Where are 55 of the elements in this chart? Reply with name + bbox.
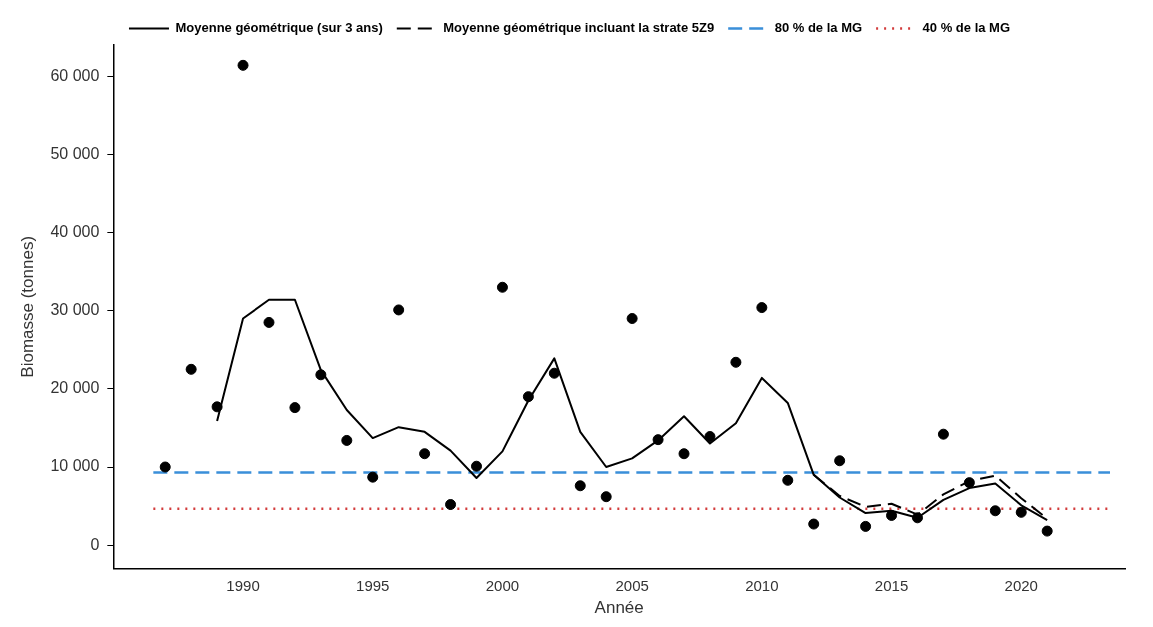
point <box>211 401 223 413</box>
point <box>652 434 664 446</box>
point <box>263 316 275 328</box>
point <box>989 505 1001 517</box>
legend-label: Moyenne géométrique (sur 3 ans) <box>175 20 383 36</box>
point <box>808 518 820 530</box>
legend-label: Moyenne géométrique incluant la strate 5Z9 <box>443 20 715 36</box>
x-tick-label: 1990 <box>226 576 260 594</box>
point <box>315 369 327 381</box>
y-tick-label: 60 000 <box>50 66 100 84</box>
point <box>678 448 690 460</box>
y-tick-label: 50 000 <box>50 144 100 162</box>
x-tick-label: 2010 <box>745 576 779 594</box>
point <box>704 431 716 443</box>
point <box>963 477 975 489</box>
x-tick-label: 1995 <box>356 576 390 594</box>
point <box>937 428 949 440</box>
x-tick-label: 2015 <box>874 576 909 594</box>
y-tick-label: 0 <box>90 535 100 553</box>
point <box>237 59 249 71</box>
x-axis-title: Année <box>594 598 644 618</box>
point <box>626 313 638 325</box>
point <box>886 509 898 521</box>
point <box>911 512 923 524</box>
point <box>341 434 353 446</box>
y-tick-label: 10 000 <box>50 457 100 475</box>
point <box>419 448 431 460</box>
point <box>1041 525 1053 537</box>
y-tick-label: 20 000 <box>50 379 100 397</box>
point <box>289 402 301 414</box>
point <box>522 391 534 403</box>
point <box>834 455 846 467</box>
y-tick-label: 30 000 <box>50 301 100 319</box>
point <box>600 491 612 503</box>
x-tick-label: 2020 <box>1004 576 1038 594</box>
x-tick-label: 2000 <box>485 576 520 594</box>
point <box>756 302 768 314</box>
point <box>574 480 586 492</box>
point <box>782 474 794 486</box>
point <box>730 356 742 368</box>
y-tick-label: 40 000 <box>50 222 100 240</box>
point <box>471 460 482 472</box>
y-axis-title: Biomasse (tonnes) <box>17 235 37 378</box>
point <box>367 471 379 483</box>
point <box>445 499 457 511</box>
point <box>1015 506 1027 518</box>
legend-label: 80 % de la MG <box>774 20 863 36</box>
point <box>496 281 508 293</box>
point <box>860 520 872 532</box>
point <box>159 461 171 473</box>
legend-label: 40 % de la MG <box>922 20 1011 36</box>
x-tick-label: 2005 <box>615 576 649 594</box>
point <box>185 363 197 375</box>
point <box>548 367 560 379</box>
point <box>393 304 405 316</box>
